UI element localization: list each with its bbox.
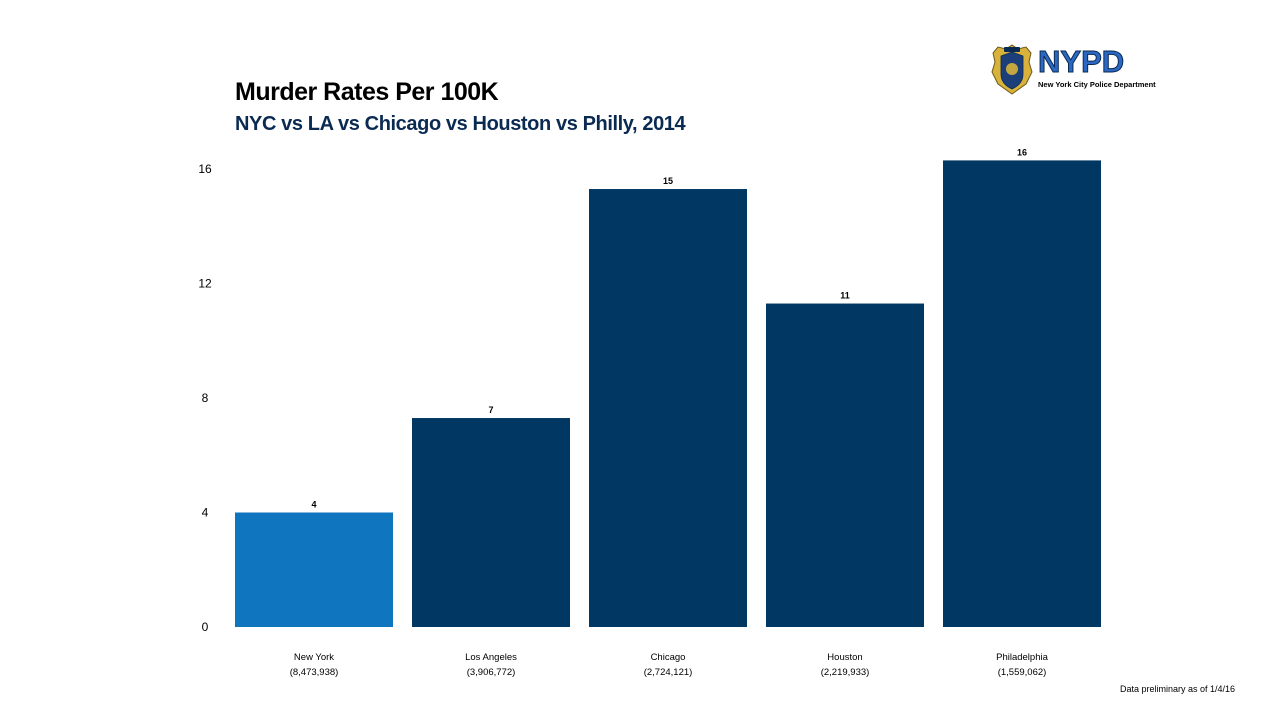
bar-value-label: 4 [311,500,316,510]
y-tick-label: 16 [198,162,212,176]
nypd-wordmark: NYPD [1037,44,1125,80]
y-tick-label: 4 [202,506,209,520]
x-category-label: New York [294,652,334,663]
x-category-population: (2,219,933) [821,667,870,678]
x-category-population: (3,906,772) [467,667,516,678]
bar-value-label: 11 [840,291,850,301]
nypd-logo: NYPD New York City Police Department [990,44,1156,96]
x-category-population: (8,473,938) [290,667,339,678]
x-category-label: Houston [827,652,862,663]
police-badge-icon [991,44,1033,95]
bar-value-label: 15 [663,176,673,186]
x-category-label: Philadelphia [996,652,1048,663]
footnote: Data preliminary as of 1/4/16 [1120,684,1236,694]
x-category-population: (1,559,062) [998,667,1047,678]
bar-new-york [235,512,393,627]
chart-title: Murder Rates Per 100K [235,78,499,106]
x-category-label: Los Angeles [465,652,517,663]
y-tick-label: 12 [198,277,212,291]
bar-los-angeles [412,418,570,627]
badge-seal [1006,63,1018,75]
y-tick-label: 8 [202,391,209,405]
bar-value-label: 16 [1017,147,1027,157]
badge-banner [1004,47,1020,52]
bar-philadelphia [943,160,1101,627]
bar-chicago [589,189,747,627]
y-tick-label: 0 [202,620,209,634]
bar-value-label: 7 [488,405,493,415]
nypd-tagline: New York City Police Department [1038,80,1156,89]
chart-subtitle: NYC vs LA vs Chicago vs Houston vs Phill… [235,113,686,135]
bar-houston [766,303,924,627]
x-category-label: Chicago [651,652,686,663]
x-category-population: (2,724,121) [644,667,693,678]
